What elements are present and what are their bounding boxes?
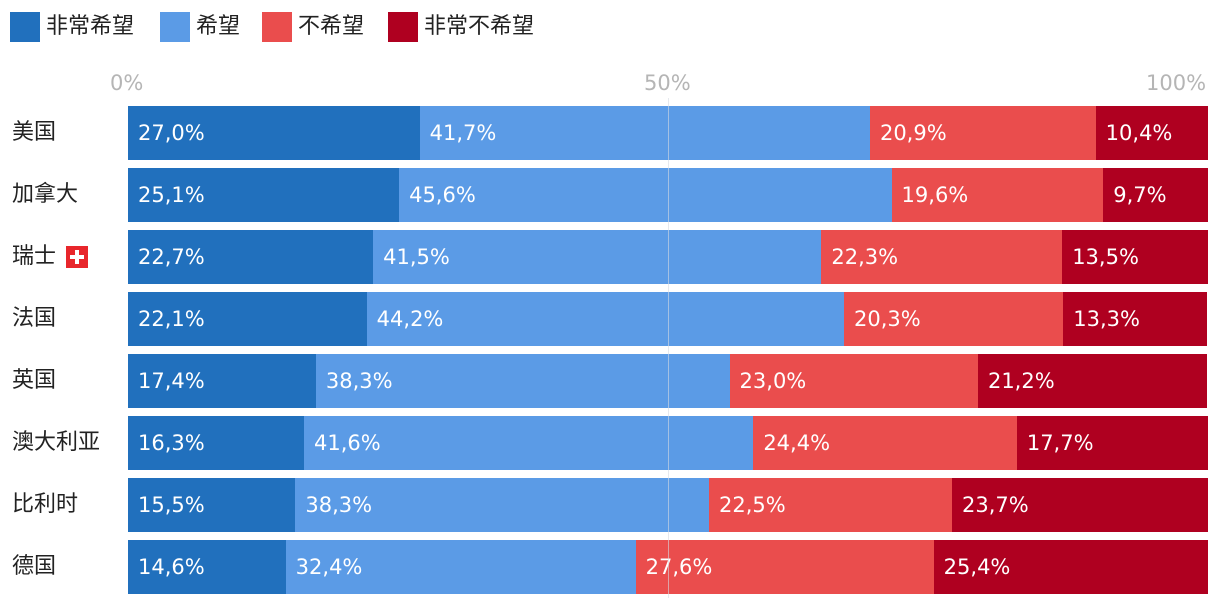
legend-swatch [262, 12, 292, 42]
bar-segment [977, 354, 1207, 408]
category-label: 美国 [12, 120, 57, 145]
bar-segment [419, 106, 870, 160]
data-label: 44,2% [376, 307, 444, 331]
bar-segment [891, 168, 1104, 222]
bar-segment [295, 478, 710, 532]
legend-label: 希望 [196, 14, 241, 39]
data-label: 41,7% [429, 121, 497, 145]
category-label: 法国 [12, 306, 57, 331]
data-label: 25,1% [138, 183, 205, 207]
bar-segment [128, 168, 400, 222]
data-label: 17,4% [138, 369, 205, 393]
bar-segment [128, 416, 305, 470]
legend-label: 非常希望 [46, 14, 135, 39]
bar-segment [1103, 168, 1208, 222]
data-label: 22,7% [138, 245, 205, 269]
data-label: 19,6% [901, 183, 969, 207]
category-label: 英国 [12, 368, 57, 393]
bar-segment [304, 416, 754, 470]
legend-swatch [160, 12, 190, 42]
data-label: 21,2% [987, 369, 1055, 393]
legend-swatch [10, 12, 40, 42]
data-label: 38,3% [325, 369, 393, 393]
bar-segment [399, 168, 892, 222]
bar-segment [709, 478, 953, 532]
bar-segment [869, 106, 1096, 160]
data-label: 15,5% [138, 493, 205, 517]
bar-segment [729, 354, 978, 408]
bar-segment [753, 416, 1017, 470]
bar-segment [844, 292, 1064, 346]
category-label: 澳大利亚 [12, 430, 101, 455]
data-label: 9,7% [1113, 183, 1167, 207]
data-label: 14,6% [138, 555, 205, 579]
bar-segment [635, 540, 934, 594]
data-label: 41,6% [314, 431, 381, 455]
bar-segment [821, 230, 1063, 284]
bar-segment [128, 478, 296, 532]
bar-segment [1016, 416, 1208, 470]
bar-segment [128, 354, 316, 408]
x-tick-label: 0% [110, 71, 144, 95]
bar-segment [128, 106, 420, 160]
data-label: 22,1% [138, 307, 205, 331]
bar-segment [128, 230, 374, 284]
bar-segment [315, 354, 730, 408]
category-label: 比利时 [12, 492, 79, 517]
data-label: 23,7% [962, 493, 1029, 517]
data-label: 20,9% [879, 121, 947, 145]
x-tick-label: 50% [644, 71, 691, 95]
legend-label: 非常不希望 [424, 14, 535, 39]
gridline [668, 98, 669, 598]
flag-cross-bar [75, 250, 79, 264]
legend-swatch [388, 12, 418, 42]
data-label: 24,4% [763, 431, 831, 455]
category-label: 德国 [12, 554, 57, 579]
bar-segment [1063, 292, 1207, 346]
legend: 非常希望 希望 不希望 非常不希望 [0, 0, 1220, 54]
x-tick-label: 100% [1146, 71, 1207, 95]
bar-segment [128, 292, 367, 346]
bar-segment [1095, 106, 1208, 160]
swiss-flag-icon [66, 246, 88, 268]
data-label: 10,4% [1105, 121, 1173, 145]
bar-segment [373, 230, 822, 284]
data-label: 27,6% [645, 555, 713, 579]
bar-segment [285, 540, 636, 594]
data-label: 16,3% [138, 431, 205, 455]
bar-segment [933, 540, 1208, 594]
bar-segment [128, 540, 286, 594]
data-label: 22,3% [831, 245, 899, 269]
bar-segment [1062, 230, 1208, 284]
data-label: 17,7% [1026, 431, 1094, 455]
data-label: 27,0% [138, 121, 205, 145]
bar-segment [366, 292, 845, 346]
category-label: 瑞士 [12, 244, 57, 269]
data-label: 13,3% [1073, 307, 1140, 331]
data-label: 38,3% [305, 493, 373, 517]
data-label: 41,5% [383, 245, 450, 269]
data-label: 23,0% [739, 369, 807, 393]
bar-segment [952, 478, 1208, 532]
data-label: 20,3% [854, 307, 921, 331]
legend-label: 不希望 [298, 14, 365, 39]
data-label: 32,4% [295, 555, 363, 579]
data-label: 13,5% [1072, 245, 1139, 269]
data-label: 25,4% [943, 555, 1011, 579]
category-label: 加拿大 [12, 182, 79, 207]
data-label: 45,6% [409, 183, 476, 207]
data-label: 22,5% [719, 493, 786, 517]
